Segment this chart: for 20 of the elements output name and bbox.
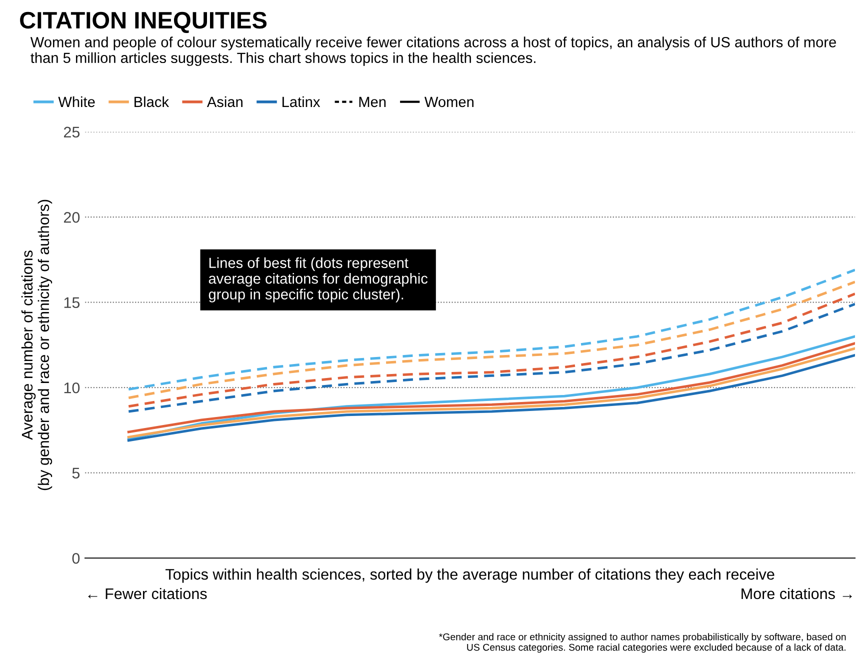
text: *Gender and race or ethnicity assigned to author names probabilistically by software, based on US Census categories. Some racial categories were excluded because of a lack of data. <box>439 633 846 653</box>
y-tick-label: 25 <box>64 126 80 138</box>
chart-title: CITATION INEQUITIES <box>20 12 267 34</box>
y-tick-label: 20 <box>64 212 80 223</box>
y-axis-title: Average number of citations (by gender and race or ethnicity of authors) <box>21 200 52 490</box>
y-tick-label: 15 <box>64 297 80 308</box>
text: Women <box>424 96 474 108</box>
annotation: Lines of best fit (dots represent average citations for demographic group in specific topic cluster). <box>208 257 428 302</box>
chart-subtitle: Women and people of colour systematically receive fewer citations across a host of topics, an analysis of US authors of more than 5 million articles suggests. This chart shows topics in the health sciences. <box>30 36 836 66</box>
text: Men <box>359 96 386 108</box>
legend-label: Asian <box>206 96 242 108</box>
legend-label: White <box>58 96 95 108</box>
x-axis-title: Topics within health sciences, sorted by the average number of citations they each receive <box>166 568 774 583</box>
legend-label: Black <box>134 96 170 108</box>
legend-label: Latinx <box>282 96 320 108</box>
text: ← Fewer citations <box>88 588 207 600</box>
text: More citations → <box>742 588 852 600</box>
y-tick-label: 0 <box>72 552 80 564</box>
y-tick-label: 5 <box>72 468 80 479</box>
y-tick-label: 10 <box>64 382 80 394</box>
